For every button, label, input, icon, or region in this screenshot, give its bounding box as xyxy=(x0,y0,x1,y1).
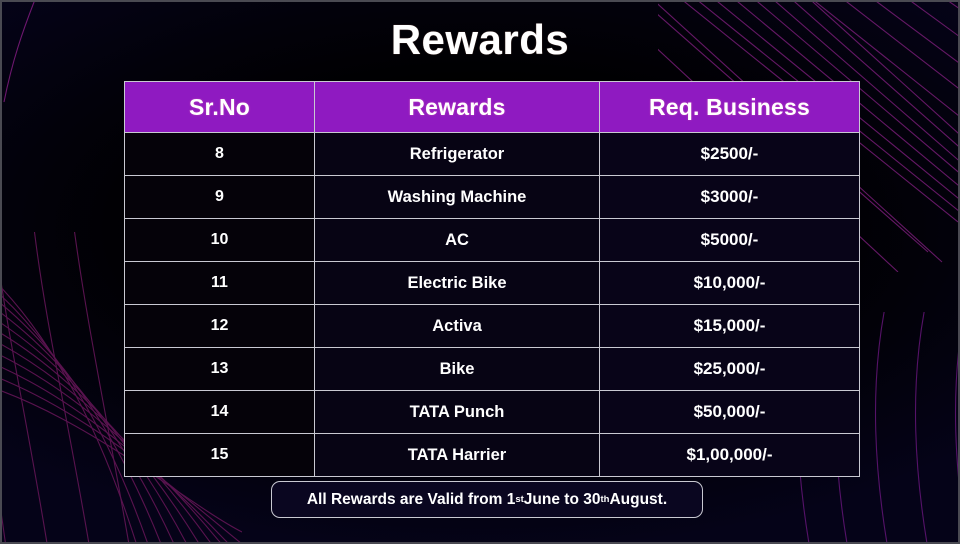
cell-reward: Refrigerator xyxy=(314,132,600,176)
cell-req-business: $2500/- xyxy=(599,132,860,176)
cell-req-business: $3000/- xyxy=(599,175,860,219)
validity-note-part-3: August. xyxy=(609,490,668,508)
column-header-sr-no: Sr.No xyxy=(124,81,315,133)
cell-reward: Activa xyxy=(314,304,600,348)
column-header-rewards: Rewards xyxy=(314,81,600,133)
rewards-table: Sr.No Rewards Req. Business 8 Refrigerato… xyxy=(124,81,860,477)
column-header-req-business: Req. Business xyxy=(599,81,860,133)
table-row: 11 Electric Bike $10,000/- xyxy=(124,261,860,305)
ordinal-suffix-th: th xyxy=(600,494,610,505)
cell-reward: Electric Bike xyxy=(314,261,600,305)
table-row: 13 Bike $25,000/- xyxy=(124,347,860,391)
validity-note-part-2: June to 30 xyxy=(523,490,601,508)
table-row: 10 AC $5000/- xyxy=(124,218,860,262)
table-header-row: Sr.No Rewards Req. Business xyxy=(124,81,860,133)
cell-req-business: $10,000/- xyxy=(599,261,860,305)
table-row: 9 Washing Machine $3000/- xyxy=(124,175,860,219)
table-header: Sr.No Rewards Req. Business xyxy=(124,81,860,133)
cell-reward: Washing Machine xyxy=(314,175,600,219)
cell-sr-no: 15 xyxy=(124,433,315,477)
cell-reward: TATA Harrier xyxy=(314,433,600,477)
table-body: 8 Refrigerator $2500/- 9 Washing Machine $300… xyxy=(124,132,860,477)
cell-req-business: $15,000/- xyxy=(599,304,860,348)
cell-req-business: $50,000/- xyxy=(599,390,860,434)
cell-sr-no: 13 xyxy=(124,347,315,391)
cell-reward: TATA Punch xyxy=(314,390,600,434)
cell-req-business: $1,00,000/- xyxy=(599,433,860,477)
table-row: 8 Refrigerator $2500/- xyxy=(124,132,860,176)
cell-reward: AC xyxy=(314,218,600,262)
table-row: 12 Activa $15,000/- xyxy=(124,304,860,348)
cell-sr-no: 10 xyxy=(124,218,315,262)
cell-req-business: $5000/- xyxy=(599,218,860,262)
cell-sr-no: 8 xyxy=(124,132,315,176)
cell-sr-no: 12 xyxy=(124,304,315,348)
cell-sr-no: 9 xyxy=(124,175,315,219)
cell-sr-no: 14 xyxy=(124,390,315,434)
cell-sr-no: 11 xyxy=(124,261,315,305)
validity-note-part-1: All Rewards are Valid from 1 xyxy=(306,490,516,508)
cell-req-business: $25,000/- xyxy=(599,347,860,391)
ordinal-suffix-st: st xyxy=(515,494,524,505)
table-row: 14 TATA Punch $50,000/- xyxy=(124,390,860,434)
table-row: 15 TATA Harrier $1,00,000/- xyxy=(124,433,860,477)
page-title: Rewards xyxy=(390,16,570,63)
cell-reward: Bike xyxy=(314,347,600,391)
